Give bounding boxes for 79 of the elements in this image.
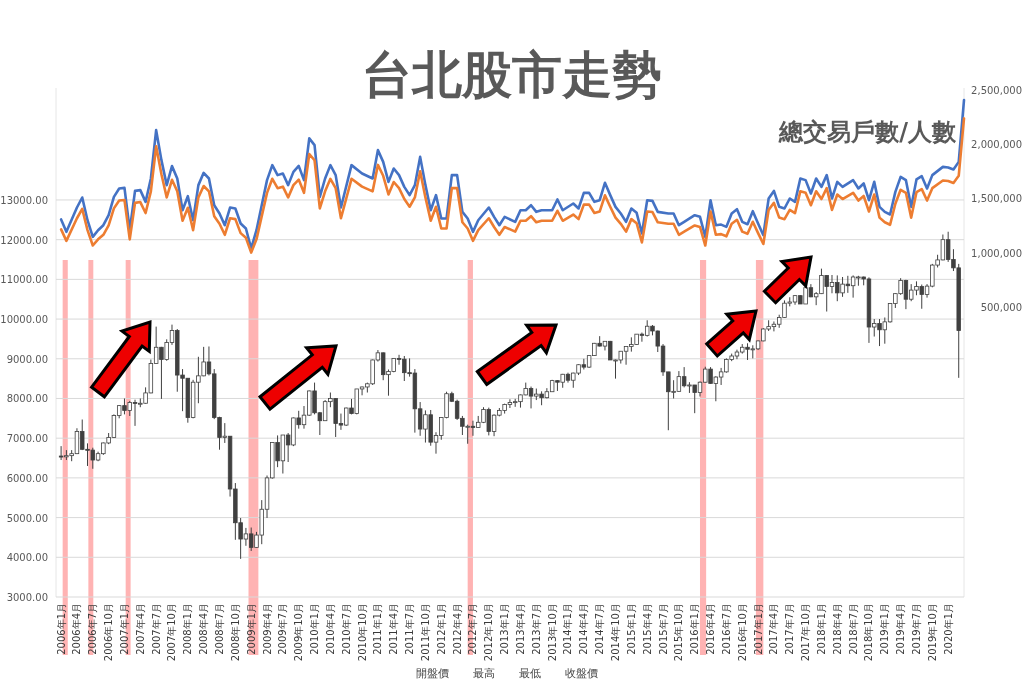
chart-title: 台北股市走勢 xyxy=(362,46,662,104)
x-tick-label: 2017年4月 xyxy=(768,603,780,655)
text: 最低 xyxy=(519,667,541,680)
x-tick-label: 2011年1月 xyxy=(372,603,384,655)
x-tick-label: 2020年1月 xyxy=(942,603,954,655)
x-tick-label: 2015年4月 xyxy=(641,603,653,655)
y-tick-label: 3000.00 xyxy=(6,592,48,603)
x-tick-label: 2013年4月 xyxy=(514,603,526,655)
x-tick-label: 2019年1月 xyxy=(879,603,891,655)
x-tick-label: 2016年1月 xyxy=(689,603,701,655)
x-tick-label: 2009年4月 xyxy=(261,603,273,655)
x-tick-label: 2017年10月 xyxy=(800,603,812,662)
x-tick-label: 2009年7月 xyxy=(277,603,289,655)
x-tick-label: 2018年1月 xyxy=(815,603,827,655)
annotation: 總交易戶數/人數 xyxy=(778,118,957,146)
x-tick-label: 2018年4月 xyxy=(831,603,843,655)
x-tick-label: 2006年4月 xyxy=(71,603,83,655)
x-tick-label: 2013年1月 xyxy=(499,603,511,655)
x-tick-label: 2011年7月 xyxy=(404,603,416,655)
y2-tick-label: 1,500,000 xyxy=(971,193,1022,205)
x-tick-label: 2010年10月 xyxy=(356,603,368,662)
text: 開盤價 xyxy=(416,667,449,680)
x-tick-label: 2011年10月 xyxy=(419,603,431,662)
x-tick-label: 2008年10月 xyxy=(229,603,241,662)
y-tick-label: 6000.00 xyxy=(6,472,48,484)
x-tick-label: 2008年7月 xyxy=(214,603,226,655)
x-tick-label: 2012年4月 xyxy=(451,603,463,655)
x-tick-label: 2015年1月 xyxy=(625,603,637,655)
x-tick-label: 2017年7月 xyxy=(784,603,796,655)
x-tick-label: 2018年10月 xyxy=(863,603,875,662)
x-tick-label: 2009年1月 xyxy=(245,603,257,655)
y-tick-label: 7000.00 xyxy=(6,433,48,445)
x-tick-label: 2019年4月 xyxy=(895,603,907,655)
y-tick-label: 4000.00 xyxy=(6,552,48,564)
x-tick-label: 2010年4月 xyxy=(324,603,336,655)
x-tick-label: 2016年4月 xyxy=(705,603,717,655)
y2-tick-label: 500,000 xyxy=(980,301,1022,313)
x-tick-label: 2013年10月 xyxy=(546,603,558,662)
x-tick-label: 2014年1月 xyxy=(562,603,574,655)
x-tick-label: 2011年4月 xyxy=(388,603,400,655)
x-tick-label: 2010年1月 xyxy=(309,603,321,655)
x-tick-label: 2007年1月 xyxy=(118,603,130,655)
y-tick-label: 12000.00 xyxy=(0,234,48,246)
y2-tick-label: 1,000,000 xyxy=(971,247,1022,259)
y-tick-label: 11000.00 xyxy=(0,274,48,286)
x-tick-label: 2012年10月 xyxy=(483,603,495,662)
y-tick-label: 13000.00 xyxy=(0,194,48,206)
x-tick-label: 2008年1月 xyxy=(182,603,194,655)
x-tick-label: 2006年10月 xyxy=(103,603,115,662)
x-tick-label: 2016年10月 xyxy=(736,603,748,662)
y2-tick-label: 2,000,000 xyxy=(971,138,1022,150)
x-tick-label: 2016年7月 xyxy=(720,603,732,655)
x-tick-label: 2012年1月 xyxy=(435,603,447,655)
x-tick-label: 2017年1月 xyxy=(752,603,764,655)
x-tick-label: 2019年10月 xyxy=(926,603,938,662)
y-tick-label: 5000.00 xyxy=(6,512,48,524)
x-tick-label: 2010年7月 xyxy=(340,603,352,655)
x-tick-label: 2014年7月 xyxy=(594,603,606,655)
x-tick-label: 2007年10月 xyxy=(166,603,178,662)
x-tick-label: 2006年1月 xyxy=(55,603,67,655)
x-tick-label: 2014年10月 xyxy=(610,603,622,662)
x-tick-label: 2009年10月 xyxy=(293,603,305,662)
y2-tick-label: 2,500,000 xyxy=(971,84,1022,96)
x-tick-label: 2006年7月 xyxy=(87,603,99,655)
y-tick-label: 9000.00 xyxy=(6,353,48,365)
x-tick-label: 2007年4月 xyxy=(134,603,146,655)
x-tick-label: 2018年7月 xyxy=(847,603,859,655)
x-tick-label: 2019年7月 xyxy=(910,603,922,655)
text: 最高 xyxy=(473,667,495,680)
x-tick-label: 2012年7月 xyxy=(467,603,479,655)
x-tick-label: 2007年7月 xyxy=(150,603,162,655)
x-tick-label: 2013年7月 xyxy=(530,603,542,655)
x-tick-label: 2008年4月 xyxy=(198,603,210,655)
y-tick-label: 10000.00 xyxy=(0,314,48,326)
x-tick-label: 2015年7月 xyxy=(657,603,669,655)
x-tick-label: 2014年4月 xyxy=(578,603,590,655)
x-tick-label: 2015年10月 xyxy=(673,603,685,662)
y-tick-label: 8000.00 xyxy=(6,393,48,405)
text: 收盤價 xyxy=(565,667,598,680)
